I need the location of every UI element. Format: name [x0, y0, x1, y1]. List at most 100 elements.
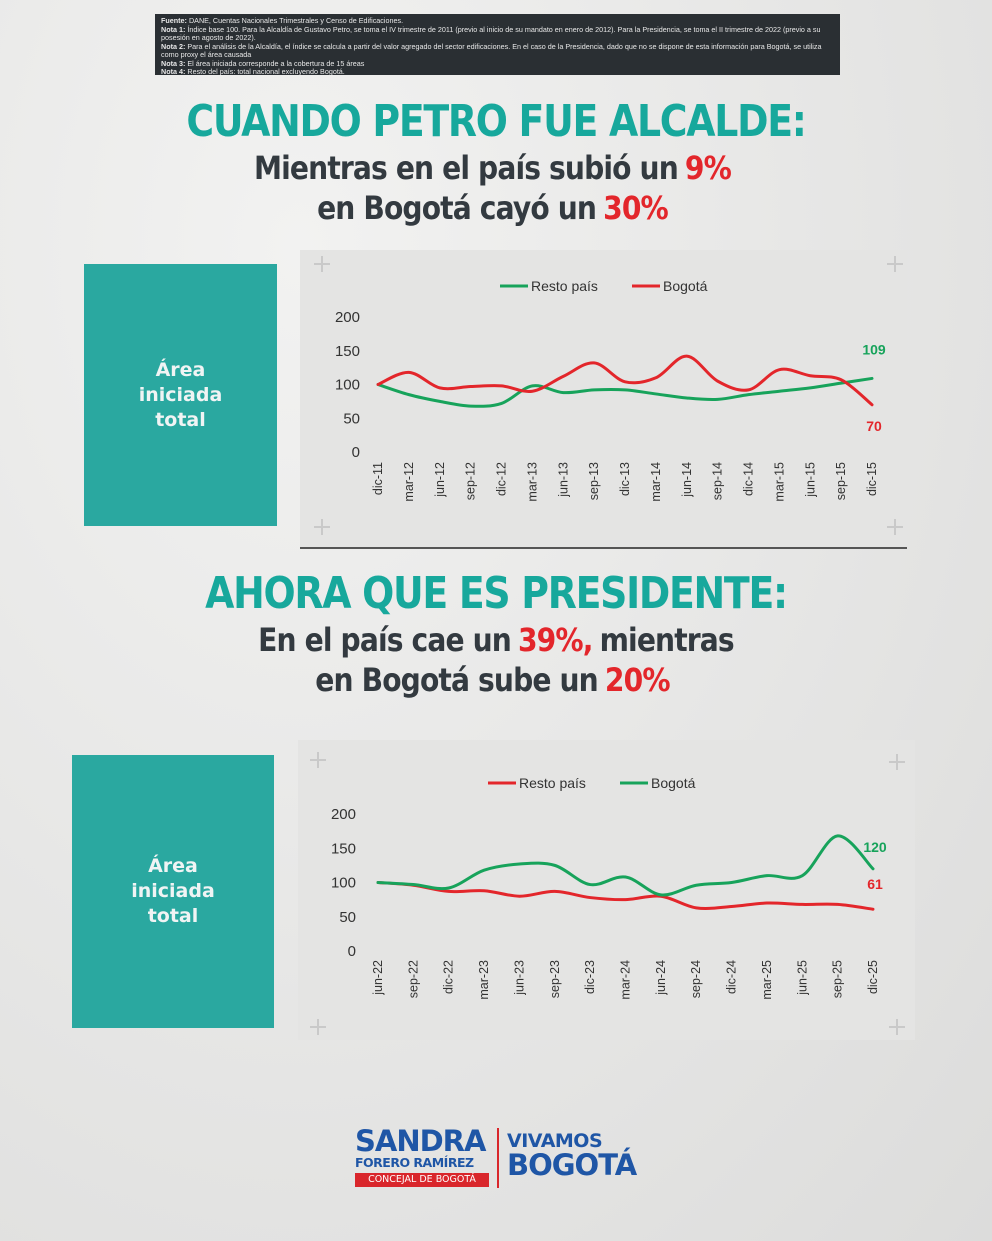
- note-text: DANE, Cuentas Nacionales Trimestrales y …: [188, 16, 404, 25]
- footer-logo: SANDRA FORERO RAMÍREZ CONCEJAL DE BOGOTÁ…: [355, 1126, 645, 1192]
- note: Nota 2: Para el análisis de la Alcaldía,…: [161, 41, 834, 60]
- headline-title: CUANDO PETRO FUE ALCALDE:: [186, 96, 807, 147]
- y-tick-label: 200: [335, 309, 360, 326]
- chart: 0 50 100 150 200 dic-11 mar-12 jun-12 sep-12 dic-…: [300, 250, 907, 549]
- y-tick-label: 150: [331, 840, 356, 857]
- x-tick-label: sep-14: [711, 462, 725, 500]
- x-tick-label: dic-24: [725, 960, 739, 994]
- decoration: [314, 256, 903, 535]
- y-tick-label: 50: [339, 909, 356, 926]
- logo-name: SANDRA: [355, 1124, 486, 1158]
- x-tick-label: dic-25: [866, 960, 880, 994]
- chart-background: [300, 250, 907, 548]
- x-tick-label: sep-23: [548, 960, 562, 998]
- x-tick-label: mar-12: [402, 462, 416, 502]
- x-tick-label: dic-12: [495, 462, 509, 496]
- note-text: Resto del país: total nacional excluyend…: [187, 67, 345, 75]
- x-tick-label: mar-24: [619, 960, 633, 1000]
- note: Nota 3: El área iniciada corresponde a l…: [161, 58, 834, 69]
- logo-party: VIVAMOS: [507, 1130, 603, 1152]
- chart-background: [298, 740, 915, 1040]
- headline-text: en Bogotá cayó un: [317, 189, 597, 227]
- highlight: 30%: [603, 189, 669, 227]
- y-tick-label: 50: [343, 410, 360, 427]
- headline-text: Mientras en el país subió un: [254, 149, 679, 187]
- x-tick-label: sep-22: [406, 960, 420, 998]
- x-tick-label: dic-11: [371, 462, 385, 495]
- series-line: [376, 834, 875, 897]
- x-tick-label: sep-12: [464, 462, 478, 500]
- y-tick-label: 100: [335, 377, 360, 394]
- x-tick-label: jun-15: [803, 462, 817, 498]
- note-label: Fuente:: [161, 16, 187, 25]
- headline: AHORA QUE ES PRESIDENTE: En el país cae u…: [0, 568, 992, 700]
- highlight: 9%: [684, 149, 732, 187]
- x-tick-label: sep-25: [831, 960, 845, 998]
- x-tick-label: jun-13: [556, 462, 570, 498]
- legend-label: Bogotá: [651, 775, 696, 791]
- y-tick-label: 0: [348, 943, 356, 960]
- end-value-label: 70: [866, 418, 882, 434]
- panel-label-text: Área iniciada total: [131, 855, 215, 927]
- note: Nota 1: Índice base 100. Para la Alcaldí…: [161, 24, 834, 43]
- panel-label: Área iniciada total: [72, 755, 274, 1028]
- x-tick-label: jun-24: [654, 960, 668, 996]
- panel-label-text: Área iniciada total: [138, 358, 223, 431]
- legend-label: Bogotá: [663, 278, 708, 294]
- logo-surname: FORERO RAMÍREZ: [355, 1155, 474, 1170]
- decoration: [310, 752, 905, 1035]
- note-text: Para el análisis de la Alcaldía, el índi…: [161, 41, 822, 59]
- x-tick-label: jun-22: [371, 960, 385, 996]
- note-text: El área iniciada corresponde a la cobert…: [187, 58, 365, 68]
- headline-line: en Bogotá cayó un 30%: [60, 188, 933, 228]
- highlight: 20%: [604, 661, 671, 699]
- end-value-label: 109: [862, 341, 886, 357]
- note: Nota 4: Resto del país: total nacional e…: [161, 67, 834, 75]
- y-tick-label: 200: [331, 806, 356, 823]
- headline-line: En el país cae un 39%, mientras: [60, 620, 933, 660]
- headline-line: Mientras en el país subió un 9%: [60, 148, 933, 188]
- x-tick-label: mar-23: [477, 960, 491, 1000]
- note: Fuente: DANE, Cuentas Nacionales Trimest…: [161, 16, 834, 26]
- y-tick-label: 0: [352, 444, 360, 461]
- note-text: Índice base 100. Para la Alcaldía de Gus…: [161, 24, 821, 42]
- end-value-label: 61: [867, 876, 883, 892]
- series-line: [376, 354, 874, 407]
- note-label: Nota 4:: [161, 67, 186, 75]
- panel-label: Área iniciada total: [84, 264, 277, 526]
- headline-title: AHORA QUE ES PRESIDENTE:: [205, 568, 788, 619]
- x-tick-label: mar-14: [649, 462, 663, 502]
- chart: 0 50 100 150 200 jun-22 sep-22 dic-22 mar-23 jun-…: [298, 740, 915, 1040]
- x-tick-label: mar-13: [525, 462, 539, 502]
- headline-text: en Bogotá sube un: [315, 661, 598, 699]
- y-tick-label: 150: [335, 343, 360, 360]
- x-tick-label: dic-15: [865, 462, 879, 496]
- end-value-label: 120: [863, 839, 887, 855]
- x-tick-label: mar-15: [772, 462, 786, 502]
- headline-text: En el país cae un: [258, 621, 512, 659]
- highlight: 39%,: [517, 621, 593, 659]
- legend-label: Resto país: [531, 278, 598, 294]
- x-tick-label: dic-22: [442, 960, 456, 994]
- x-tick-label: jun-25: [795, 960, 809, 996]
- series-line: [376, 376, 874, 408]
- legend-label: Resto país: [519, 775, 586, 791]
- x-tick-label: jun-23: [512, 960, 526, 996]
- logo-role: CONCEJAL DE BOGOTÁ: [355, 1173, 489, 1187]
- x-tick-label: mar-25: [760, 960, 774, 1000]
- x-tick-label: sep-24: [689, 960, 703, 998]
- x-tick-label: jun-12: [433, 462, 447, 498]
- logo-divider: [497, 1128, 499, 1188]
- x-tick-label: sep-15: [834, 462, 848, 500]
- note-label: Nota 3:: [161, 58, 186, 68]
- x-tick-label: jun-14: [680, 462, 694, 498]
- series-line: [376, 881, 875, 911]
- x-tick-label: dic-23: [583, 960, 597, 994]
- x-tick-label: dic-14: [742, 462, 756, 496]
- headline-line: en Bogotá sube un 20%: [60, 660, 933, 700]
- note-label: Nota 1:: [161, 24, 186, 34]
- y-tick-label: 100: [331, 875, 356, 892]
- x-tick-label: dic-13: [618, 462, 632, 496]
- logo-party: BOGOTÁ: [507, 1148, 637, 1182]
